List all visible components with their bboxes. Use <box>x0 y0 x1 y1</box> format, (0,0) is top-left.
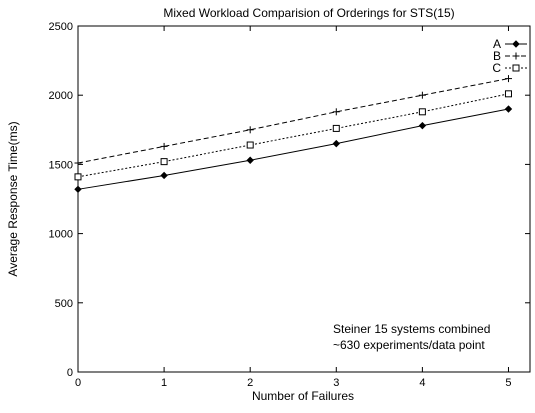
plot-frame <box>77 25 531 373</box>
data-point-A <box>246 156 254 164</box>
legend-label: C <box>492 61 501 75</box>
y-axis: 0 500 1000 1500 2000 2500 <box>49 21 530 379</box>
series-line-B <box>77 78 509 164</box>
legend-item-C: C <box>492 61 527 75</box>
data-point-B <box>74 159 82 167</box>
series-line-A <box>77 108 509 190</box>
x-tick-label: 2 <box>247 377 253 389</box>
series-A <box>74 105 513 194</box>
legend-item-A: A <box>493 37 527 51</box>
legend-marker-C <box>512 64 520 72</box>
legend-item-B: B <box>493 49 527 63</box>
data-point-B <box>160 142 168 150</box>
y-axis-label: Average Response Time(ms) <box>6 121 20 276</box>
x-tick-label: 0 <box>75 377 81 389</box>
series-B <box>74 75 512 167</box>
legend-label: B <box>493 49 501 63</box>
x-axis-label: Number of Failures <box>252 389 354 403</box>
data-point-A <box>160 171 168 180</box>
x-tick-label: 4 <box>419 377 425 389</box>
legend-marker-B <box>512 52 520 60</box>
data-point-C <box>418 108 426 116</box>
series-layer <box>74 75 513 194</box>
y-tick-label: 1500 <box>49 159 73 171</box>
data-point-A <box>332 139 340 148</box>
data-point-B <box>504 75 512 83</box>
x-tick-label: 1 <box>161 377 167 389</box>
series-line-C <box>77 93 509 178</box>
x-tick-label: 5 <box>505 377 511 389</box>
legend-label: A <box>493 37 501 51</box>
y-tick-label: 500 <box>55 298 73 310</box>
data-point-C <box>160 158 168 166</box>
annotation-line-1: Steiner 15 systems combined <box>333 322 490 336</box>
data-point-A <box>418 121 427 130</box>
x-tick-label: 3 <box>333 377 339 389</box>
legend: ABC <box>492 37 527 75</box>
data-point-A <box>504 105 513 113</box>
data-point-C <box>332 124 340 132</box>
data-point-C <box>246 141 254 149</box>
data-point-B <box>418 91 426 99</box>
x-axis: 0 1 2 3 4 5 <box>75 26 512 389</box>
y-tick-label: 2000 <box>49 90 73 102</box>
legend-marker-A <box>512 40 520 48</box>
series-C <box>74 90 512 181</box>
y-tick-label: 0 <box>67 367 73 379</box>
data-point-B <box>332 108 340 116</box>
chart-title: Mixed Workload Comparision of Orderings … <box>163 6 454 20</box>
annotation-line-2: ~630 experiments/data point <box>333 338 485 352</box>
data-point-B <box>246 126 254 134</box>
data-point-A <box>74 185 82 194</box>
y-tick-label: 2500 <box>49 21 73 33</box>
data-point-C <box>74 173 82 181</box>
data-point-C <box>504 90 512 98</box>
y-tick-label: 1000 <box>49 229 73 241</box>
